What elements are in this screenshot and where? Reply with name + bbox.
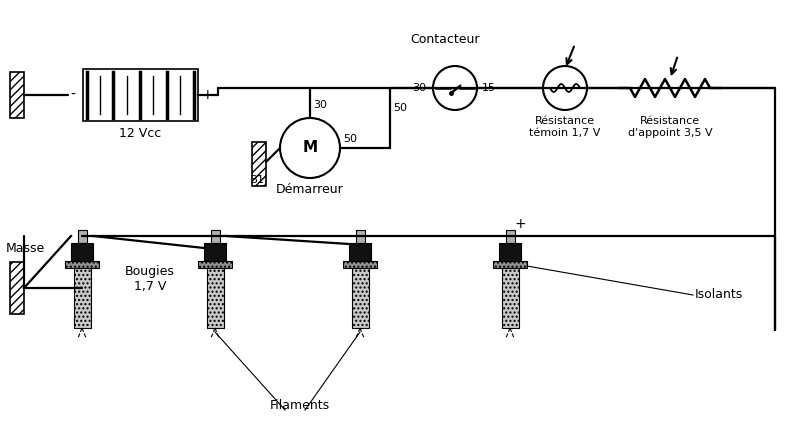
Bar [349, 243, 371, 261]
Bar [351, 268, 369, 328]
Circle shape [280, 118, 340, 178]
Bar [82, 69, 198, 121]
Text: 12 Vcc: 12 Vcc [119, 127, 161, 140]
Text: Isolants: Isolants [695, 288, 743, 301]
Circle shape [543, 66, 587, 110]
Circle shape [433, 66, 477, 110]
Bar [74, 268, 90, 328]
Bar [506, 230, 514, 243]
Text: +: + [514, 217, 526, 231]
Text: -: - [70, 88, 75, 102]
Bar [71, 243, 93, 261]
Bar [502, 268, 518, 328]
Text: Bougies
1,7 V: Bougies 1,7 V [125, 265, 175, 293]
Bar [499, 243, 521, 261]
Bar [65, 261, 99, 268]
Text: +: + [202, 88, 214, 102]
Text: 31: 31 [250, 175, 264, 185]
Text: M: M [302, 141, 318, 155]
Text: 50: 50 [393, 103, 407, 113]
Bar [252, 142, 266, 186]
Bar [198, 261, 232, 268]
Bar [204, 243, 226, 261]
Bar [206, 268, 223, 328]
Text: Masse: Masse [6, 242, 46, 255]
Text: 30: 30 [412, 83, 426, 93]
Text: Démarreur: Démarreur [276, 183, 344, 196]
Bar [210, 230, 219, 243]
Text: 50: 50 [343, 134, 357, 144]
Bar [78, 230, 86, 243]
Bar [10, 262, 24, 314]
Text: Filaments: Filaments [270, 399, 330, 412]
Text: 30: 30 [313, 100, 327, 110]
Text: Résistance
témoin 1,7 V: Résistance témoin 1,7 V [530, 116, 601, 138]
Text: Résistance
d'appoint 3,5 V: Résistance d'appoint 3,5 V [628, 116, 712, 138]
Bar [493, 261, 527, 268]
Bar [355, 230, 365, 243]
Text: Contacteur: Contacteur [410, 33, 480, 46]
Bar [10, 72, 24, 118]
Text: 15: 15 [482, 83, 496, 93]
Bar [343, 261, 377, 268]
